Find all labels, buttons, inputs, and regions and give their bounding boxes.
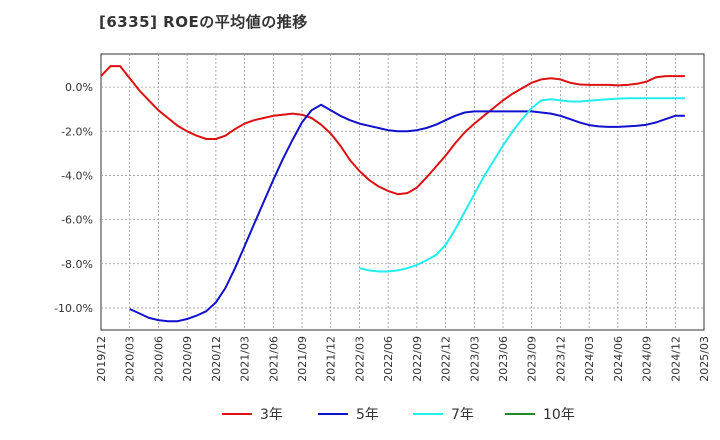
legend-label-3年: 3年	[260, 407, 283, 423]
y-tick-label: -6.0%	[61, 214, 93, 227]
x-tick-label: 2020/03	[124, 336, 137, 382]
x-tick-label: 2022/06	[382, 336, 395, 382]
x-tick-label: 2021/12	[325, 336, 338, 382]
x-tick-label: 2024/03	[583, 336, 596, 382]
x-tick-label: 2024/09	[641, 336, 654, 382]
legend-label-10年: 10年	[543, 407, 575, 423]
x-tick-label: 2021/09	[296, 336, 309, 382]
x-tick-label: 2020/12	[210, 336, 223, 382]
x-tick-label: 2023/03	[468, 336, 481, 382]
x-tick-label: 2021/06	[267, 336, 280, 382]
x-tick-label: 2024/06	[612, 336, 625, 382]
y-tick-label: 0.0%	[65, 81, 93, 94]
x-tick-label: 2020/09	[181, 336, 194, 382]
chart-title: [6335] ROEの平均値の推移	[99, 13, 308, 31]
plot-area	[100, 53, 705, 331]
series-line-7年	[359, 97, 685, 273]
x-tick-label: 2022/12	[440, 336, 453, 382]
y-tick-label: -10.0%	[54, 302, 93, 315]
series-line-5年	[129, 103, 685, 323]
y-tick-label: -2.0%	[61, 125, 93, 138]
legend-label-5年: 5年	[356, 407, 379, 423]
x-tick-label: 2024/12	[669, 336, 682, 382]
x-tick-label: 2019/12	[95, 336, 108, 382]
y-tick-label: -8.0%	[61, 258, 93, 271]
x-tick-label: 2020/06	[152, 336, 165, 382]
x-tick-label: 2022/09	[411, 336, 424, 382]
x-tick-label: 2023/12	[554, 336, 567, 382]
x-tick-label: 2025/03	[698, 336, 711, 382]
x-tick-label: 2021/03	[239, 336, 252, 382]
series-line-3年	[100, 65, 685, 196]
y-tick-label: -4.0%	[61, 169, 93, 182]
x-tick-label: 2023/09	[526, 336, 539, 382]
legend-label-7年: 7年	[451, 407, 474, 423]
x-tick-label: 2023/06	[497, 336, 510, 382]
x-tick-label: 2022/03	[353, 336, 366, 382]
